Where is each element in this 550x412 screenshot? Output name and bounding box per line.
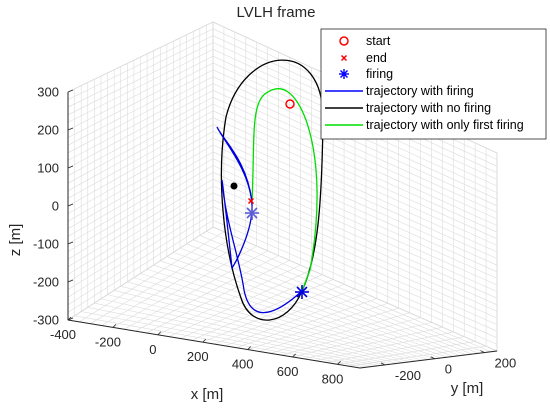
z-tick (67, 89, 74, 93)
x-tick (202, 338, 207, 343)
tick-marks: -300 -200 -100 0 100 200 300 -400 -200 0 200 400 600… (33, 85, 516, 387)
x-tick-label: 200 (187, 349, 209, 364)
x-tick-label: -400 (50, 327, 76, 342)
legend-item-traj-nofiring: trajectory with no firing (325, 101, 491, 115)
y-tick-label: -200 (395, 368, 421, 383)
z-tick-label: -200 (33, 275, 59, 290)
legend-end-label: end (366, 51, 387, 65)
firing-marker-1 (245, 206, 259, 220)
x-tick (112, 324, 117, 328)
x-tick-label: -200 (95, 334, 121, 349)
y-tick (480, 350, 485, 353)
z-tick-label: 100 (37, 161, 59, 176)
legend: start end firing trajectory with firing … (320, 28, 547, 140)
z-tick-label: -300 (33, 313, 59, 328)
legend-item-traj-firing: trajectory with firing (325, 84, 474, 98)
x-tick-label: 800 (322, 371, 344, 386)
x-tick (157, 331, 162, 336)
x-tick (247, 346, 251, 350)
y-axis-label: y [m] (451, 380, 484, 397)
legend-firing-label: firing (366, 67, 393, 81)
legend-item-traj-first: trajectory with only first firing (325, 118, 524, 132)
z-tick-label: -100 (33, 237, 59, 252)
z-tick (67, 241, 74, 245)
legend-start-label: start (366, 34, 391, 48)
legend-item-firing: firing (339, 67, 393, 81)
z-tick-label: 200 (37, 123, 59, 138)
legend-traj-first-label: trajectory with only first firing (366, 118, 524, 132)
y-tick (430, 356, 435, 360)
start-marker (285, 99, 295, 109)
legend-item-start: start (339, 34, 391, 48)
x-tick (67, 316, 72, 321)
x-axis-line (67, 319, 361, 369)
legend-end-symbol (340, 54, 348, 62)
point-marker-black (230, 182, 238, 190)
x-tick (337, 361, 341, 365)
x-tick-label: 0 (149, 342, 156, 357)
series-trajectory-first-firing (251, 88, 318, 292)
chart-title: LVLH frame (237, 4, 316, 21)
legend-traj-firing-label: trajectory with firing (366, 84, 474, 98)
z-tick-label: 0 (52, 199, 59, 214)
end-marker (247, 197, 255, 205)
z-tick (67, 165, 74, 169)
x-tick-label: 600 (277, 364, 299, 379)
z-tick (67, 203, 74, 207)
y-tick-label: 0 (445, 362, 452, 377)
legend-firing-symbol (339, 69, 349, 79)
z-tick (67, 279, 74, 283)
firing-marker-2 (295, 285, 309, 299)
y-axis-line (359, 350, 498, 369)
y-tick-label: 200 (495, 356, 517, 371)
z-tick (67, 127, 74, 131)
legend-box (320, 28, 547, 140)
legend-start-symbol (339, 36, 349, 46)
z-tick-label: 300 (37, 85, 59, 100)
legend-item-end: end (340, 51, 387, 65)
x-tick-label: 400 (232, 357, 254, 372)
series-trajectory-firing (216, 126, 303, 314)
legend-traj-nofiring-label: trajectory with no firing (366, 101, 491, 115)
x-axis-label: x [m] (191, 386, 224, 403)
x-tick (292, 353, 296, 358)
z-axis-label: z [m] (7, 224, 24, 257)
y-tick (380, 362, 386, 366)
